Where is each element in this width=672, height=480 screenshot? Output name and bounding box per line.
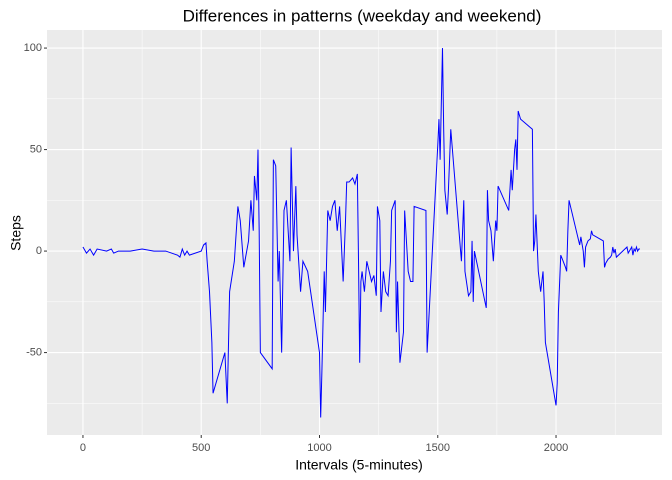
x-tick-label: 1000 (307, 442, 331, 454)
y-axis-title: Steps (8, 215, 24, 251)
y-tick-label: -50 (26, 346, 42, 358)
x-axis-title: Intervals (5-minutes) (295, 457, 423, 473)
x-tick-label: 500 (192, 442, 210, 454)
y-tick-label: 100 (24, 42, 42, 54)
x-tick-label: 1500 (426, 442, 450, 454)
y-tick-label: 0 (36, 245, 42, 257)
x-tick-label: 0 (80, 442, 86, 454)
x-tick-label: 2000 (544, 442, 568, 454)
chart-title: Differences in patterns (weekday and wee… (183, 6, 542, 25)
plot-panel (47, 30, 662, 435)
y-tick-label: 50 (30, 143, 42, 155)
data-line (82, 48, 640, 418)
